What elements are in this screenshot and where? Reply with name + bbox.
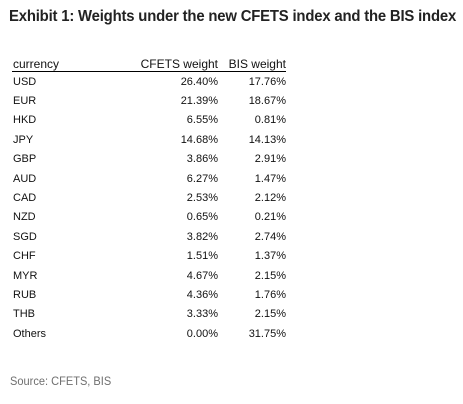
- table-row: SGD 3.82% 2.74%: [12, 227, 286, 246]
- cell-cfets-weight: 6.55%: [186, 114, 218, 127]
- cell-bis-weight: 14.13%: [248, 133, 286, 146]
- table-row: THB 3.33% 2.15%: [12, 305, 286, 324]
- cell-bis-weight: 2.12%: [254, 192, 286, 205]
- cell-bis-weight: 1.37%: [254, 250, 286, 263]
- cell-cfets-weight: 4.67%: [186, 269, 218, 282]
- cell-cfets-weight: 0.65%: [186, 211, 218, 224]
- cell-bis-weight: 0.21%: [254, 211, 286, 224]
- cell-cfets-weight: 0.00%: [186, 327, 218, 340]
- table-row: CAD 2.53% 2.12%: [12, 188, 286, 207]
- cell-cfets-weight: 3.86%: [186, 153, 218, 166]
- cell-currency: RUB: [13, 288, 37, 301]
- header-cfets-weight: CFETS weight: [117, 54, 218, 72]
- cell-bis-weight: 2.91%: [254, 153, 286, 166]
- table-row: Others 0.00% 31.75%: [12, 324, 286, 343]
- table-row: EUR 21.39% 18.67%: [12, 91, 286, 110]
- cell-bis-weight: 2.15%: [254, 269, 286, 282]
- cell-currency: HKD: [13, 114, 37, 127]
- table-row: HKD 6.55% 0.81%: [12, 111, 286, 130]
- cell-bis-weight: 0.81%: [254, 114, 286, 127]
- cell-currency: NZD: [13, 211, 36, 224]
- cell-currency: THB: [13, 308, 35, 321]
- cell-bis-weight: 2.15%: [254, 308, 286, 321]
- table-row: NZD 0.65% 0.21%: [12, 208, 286, 227]
- table-row: GBP 3.86% 2.91%: [12, 150, 286, 169]
- cell-currency: SGD: [13, 230, 37, 243]
- table-row: CHF 1.51% 1.37%: [12, 247, 286, 266]
- header-currency: currency: [12, 54, 117, 72]
- cell-currency: CAD: [13, 192, 37, 205]
- cell-cfets-weight: 21.39%: [180, 95, 218, 108]
- cell-cfets-weight: 3.82%: [186, 230, 218, 243]
- cell-currency: MYR: [13, 269, 38, 282]
- table-header-row: currency CFETS weight BIS weight: [12, 54, 286, 72]
- cell-bis-weight: 31.75%: [248, 327, 286, 340]
- cell-bis-weight: 1.47%: [254, 172, 286, 185]
- cell-bis-weight: 17.76%: [248, 75, 286, 88]
- cell-cfets-weight: 6.27%: [186, 172, 218, 185]
- exhibit-title: Exhibit 1: Weights under the new CFETS i…: [9, 8, 457, 25]
- cell-cfets-weight: 2.53%: [186, 192, 218, 205]
- cell-cfets-weight: 3.33%: [186, 308, 218, 321]
- cell-cfets-weight: 1.51%: [186, 250, 218, 263]
- cell-cfets-weight: 14.68%: [180, 133, 218, 146]
- source-note: Source: CFETS, BIS: [10, 374, 112, 388]
- table-body: USD 26.40% 17.76% EUR 21.39% 18.67% HKD …: [12, 72, 286, 344]
- cell-cfets-weight: 26.40%: [180, 75, 218, 88]
- cell-bis-weight: 1.76%: [254, 288, 286, 301]
- weights-table: currency CFETS weight BIS weight USD 26.…: [12, 54, 286, 343]
- cell-currency: Others: [13, 327, 47, 340]
- table-row: JPY 14.68% 14.13%: [12, 130, 286, 149]
- cell-currency: AUD: [13, 172, 37, 185]
- table-row: RUB 4.36% 1.76%: [12, 285, 286, 304]
- cell-bis-weight: 2.74%: [254, 230, 286, 243]
- cell-currency: CHF: [13, 250, 36, 263]
- table-row: AUD 6.27% 1.47%: [12, 169, 286, 188]
- cell-currency: GBP: [13, 153, 37, 166]
- cell-currency: JPY: [13, 133, 34, 146]
- header-bis-weight: BIS weight: [218, 54, 286, 72]
- table-row: MYR 4.67% 2.15%: [12, 266, 286, 285]
- cell-cfets-weight: 4.36%: [186, 288, 218, 301]
- cell-currency: EUR: [13, 95, 37, 108]
- cell-bis-weight: 18.67%: [248, 95, 286, 108]
- cell-currency: USD: [13, 75, 37, 88]
- table-row: USD 26.40% 17.76%: [12, 72, 286, 92]
